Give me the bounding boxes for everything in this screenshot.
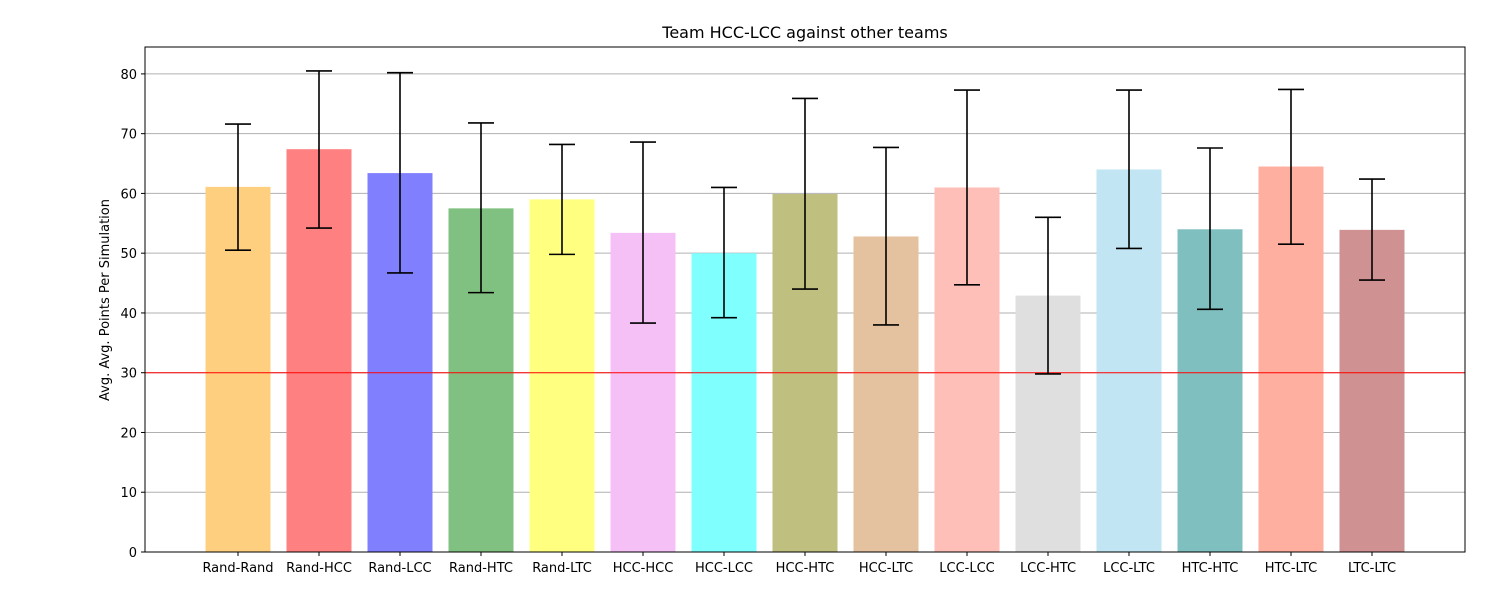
error-bar bbox=[306, 70, 332, 229]
error-bar bbox=[711, 186, 737, 319]
error-bars bbox=[225, 70, 1385, 375]
error-bar bbox=[225, 123, 251, 251]
x-tick-label: HCC-LCC bbox=[695, 561, 753, 576]
error-bar bbox=[1359, 178, 1385, 281]
error-bar bbox=[1035, 216, 1061, 375]
x-tick-label: HTC-HTC bbox=[1182, 561, 1239, 576]
error-bar bbox=[549, 143, 575, 256]
bar bbox=[1339, 229, 1405, 552]
x-tick-label: Rand-LCC bbox=[368, 561, 431, 576]
x-tick-label: Rand-Rand bbox=[202, 561, 273, 576]
error-bar bbox=[1116, 89, 1142, 250]
y-tick-label: 50 bbox=[120, 247, 137, 262]
x-tick-label: HCC-HCC bbox=[613, 561, 674, 576]
x-tick-label: HCC-LTC bbox=[859, 561, 913, 576]
x-tick-label: Rand-HTC bbox=[449, 561, 513, 576]
y-tick-label: 0 bbox=[129, 546, 137, 561]
error-bar bbox=[1197, 147, 1223, 311]
chart-title: Team HCC-LCC against other teams bbox=[661, 23, 947, 42]
bars bbox=[205, 149, 1405, 553]
y-tick-label: 30 bbox=[120, 367, 137, 382]
y-tick-label: 20 bbox=[120, 426, 137, 441]
y-tick-label: 80 bbox=[120, 68, 137, 83]
y-tick-label: 70 bbox=[120, 128, 137, 143]
y-axis-ticks: 0 10 20 30 40 50 60 70 80 bbox=[120, 68, 145, 561]
x-tick-label: Rand-HCC bbox=[286, 561, 352, 576]
error-bar bbox=[954, 89, 980, 286]
y-axis-label: Avg. Avg. Points Per Simulation bbox=[98, 199, 113, 401]
y-tick-label: 60 bbox=[120, 187, 137, 202]
y-tick-label: 10 bbox=[120, 486, 137, 501]
x-axis-ticks: Rand-Rand Rand-HCC Rand-LCC Rand-HTC Rand-LT… bbox=[202, 552, 1396, 576]
x-tick-label: LCC-HTC bbox=[1020, 561, 1076, 576]
error-bar bbox=[468, 122, 494, 294]
error-bar bbox=[387, 71, 413, 274]
x-tick-label: LCC-LTC bbox=[1103, 561, 1155, 576]
x-tick-label: Rand-LTC bbox=[532, 561, 592, 576]
error-bar bbox=[630, 141, 656, 324]
error-bar bbox=[873, 146, 899, 326]
x-tick-label: LCC-LCC bbox=[939, 561, 995, 576]
bar bbox=[529, 199, 595, 552]
error-bar bbox=[1278, 88, 1304, 246]
error-bar bbox=[792, 97, 818, 290]
x-tick-label: HCC-HTC bbox=[776, 561, 835, 576]
x-tick-label: LTC-LTC bbox=[1348, 561, 1396, 576]
y-tick-label: 40 bbox=[120, 307, 137, 322]
x-tick-label: HTC-LTC bbox=[1265, 561, 1317, 576]
